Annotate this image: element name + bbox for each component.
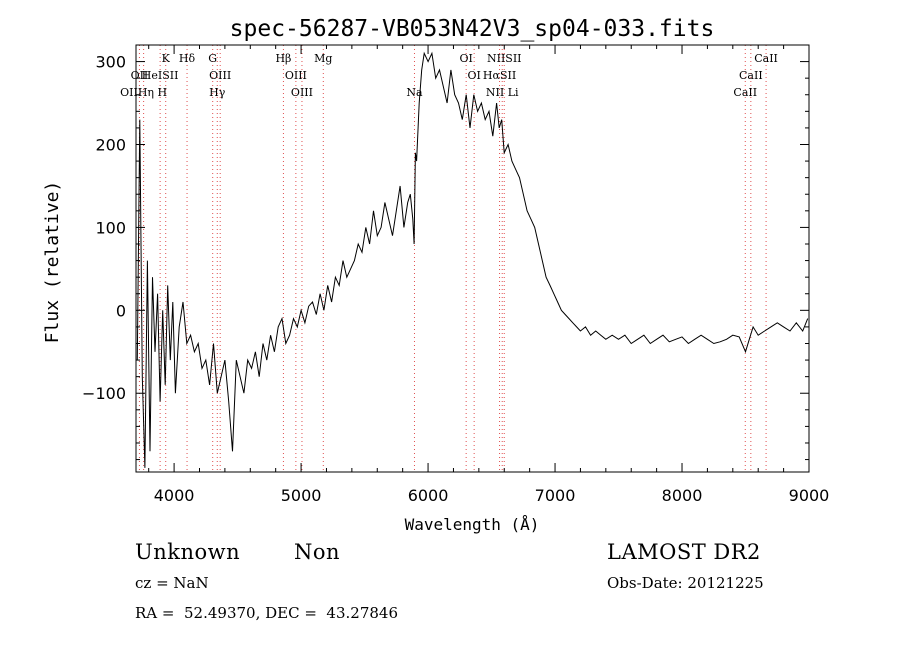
spectral-line-label: OIIHη H: [120, 86, 167, 99]
spectral-line-label: HeISII: [142, 69, 179, 82]
spectral-line-label: G: [208, 52, 217, 65]
x-tick-label: 8000: [662, 486, 703, 505]
y-axis-label: Flux (relative): [42, 181, 63, 344]
subclass-label: Non: [294, 540, 341, 564]
spectral-line-label: OI: [467, 69, 480, 82]
plot-frame: [135, 44, 810, 473]
axis-ticks: 4000 5000 6000 7000 8000 9000 −100 0 100 200 300: [82, 44, 830, 505]
x-tick-label: 4000: [154, 486, 195, 505]
x-tick-label: 9000: [789, 486, 830, 505]
x-axis-label: Wavelength (Å): [405, 515, 540, 534]
spectral-line-label: HαSII: [483, 69, 516, 82]
spectral-line-label: Hγ: [209, 86, 226, 99]
spectral-line-label: NII Li: [486, 86, 519, 99]
spectral-line-label: CaII: [754, 52, 778, 65]
y-tick-label: 200: [95, 135, 126, 154]
class-label: Unknown: [135, 540, 241, 564]
spectral-line-label: OI: [459, 52, 472, 65]
spectral-line-label: OIII: [285, 69, 307, 82]
y-tick-label: −100: [82, 384, 126, 403]
spectral-line-label: Hβ: [275, 52, 291, 65]
spectral-line-label: OIII: [209, 69, 231, 82]
y-tick-label: 300: [95, 53, 126, 72]
spectral-line-label: K: [162, 52, 171, 65]
spectral-line-label: Na: [406, 86, 423, 99]
y-tick-label: 0: [116, 301, 126, 320]
spectral-line-label: Mg: [314, 52, 332, 65]
spectrum-line: [136, 51, 809, 468]
chart-title: spec-56287-VB053N42V3_sp04-033.fits: [230, 16, 715, 42]
x-tick-label: 6000: [408, 486, 449, 505]
spectral-line-label: Hδ: [179, 52, 196, 65]
cz-text: cz = NaN: [135, 574, 209, 592]
x-tick-label: 5000: [281, 486, 322, 505]
spectral-line-label: CaII: [733, 86, 757, 99]
survey-label: LAMOST DR2: [607, 540, 761, 564]
spectral-line-label: NIISII: [487, 52, 522, 65]
obs-date-text: Obs-Date: 20121225: [607, 574, 764, 592]
spectral-line-label: OII: [131, 69, 149, 82]
spectral-line-label: CaII: [739, 69, 763, 82]
coordinates-text: RA = 52.49370, DEC = 43.27846: [135, 604, 399, 622]
y-tick-label: 100: [95, 218, 126, 237]
x-tick-label: 7000: [535, 486, 576, 505]
spectral-line-label: OIII: [291, 86, 313, 99]
line-marker-layer: [138, 45, 767, 472]
